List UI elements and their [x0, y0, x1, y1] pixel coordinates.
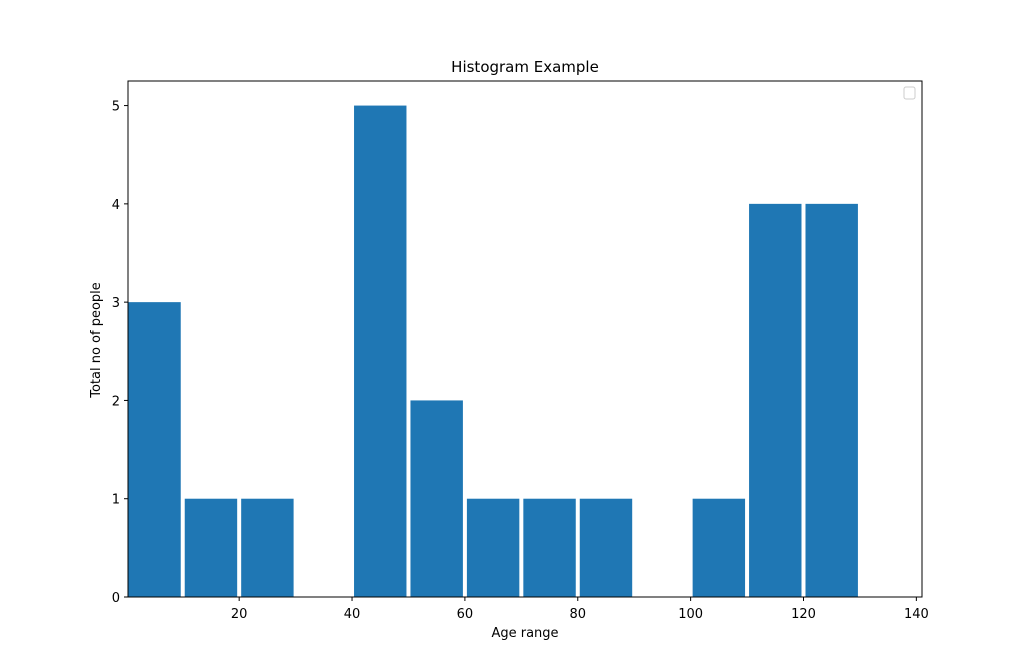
histogram-bar [523, 498, 576, 597]
x-axis-label: Age range [491, 626, 558, 641]
y-axis: 0 1 2 3 4 5 [112, 100, 128, 606]
histogram-bar [354, 105, 407, 598]
histogram-bar [184, 498, 238, 597]
histogram-bar [749, 203, 802, 597]
x-tick-label: 100 [678, 607, 703, 622]
x-tick-label: 20 [231, 607, 248, 622]
x-tick-label: 80 [569, 607, 586, 622]
y-tick-label: 1 [112, 493, 120, 508]
x-tick-label: 120 [791, 607, 816, 622]
legend-box [903, 86, 916, 100]
bars-group [128, 105, 858, 598]
y-tick-label: 5 [112, 100, 120, 115]
x-tick-label: 60 [457, 607, 474, 622]
x-tick-label: 140 [904, 607, 929, 622]
y-tick-label: 0 [112, 591, 120, 606]
y-tick-label: 2 [112, 394, 120, 409]
y-tick-label: 4 [112, 198, 120, 213]
histogram-bar [805, 203, 858, 597]
histogram-bar [128, 302, 181, 597]
histogram-bar [579, 498, 633, 597]
histogram-bar [410, 400, 463, 597]
x-axis: 20 40 60 80 100 120 140 [231, 597, 929, 622]
histogram-bar [241, 498, 294, 597]
x-tick-label: 40 [344, 607, 361, 622]
histogram-bar [466, 498, 520, 597]
y-tick-label: 3 [112, 296, 120, 311]
plot-frame [127, 80, 923, 598]
chart-title: Histogram Example [451, 58, 599, 76]
y-axis-label: Total no of people [89, 282, 104, 399]
histogram-bar [692, 498, 746, 597]
